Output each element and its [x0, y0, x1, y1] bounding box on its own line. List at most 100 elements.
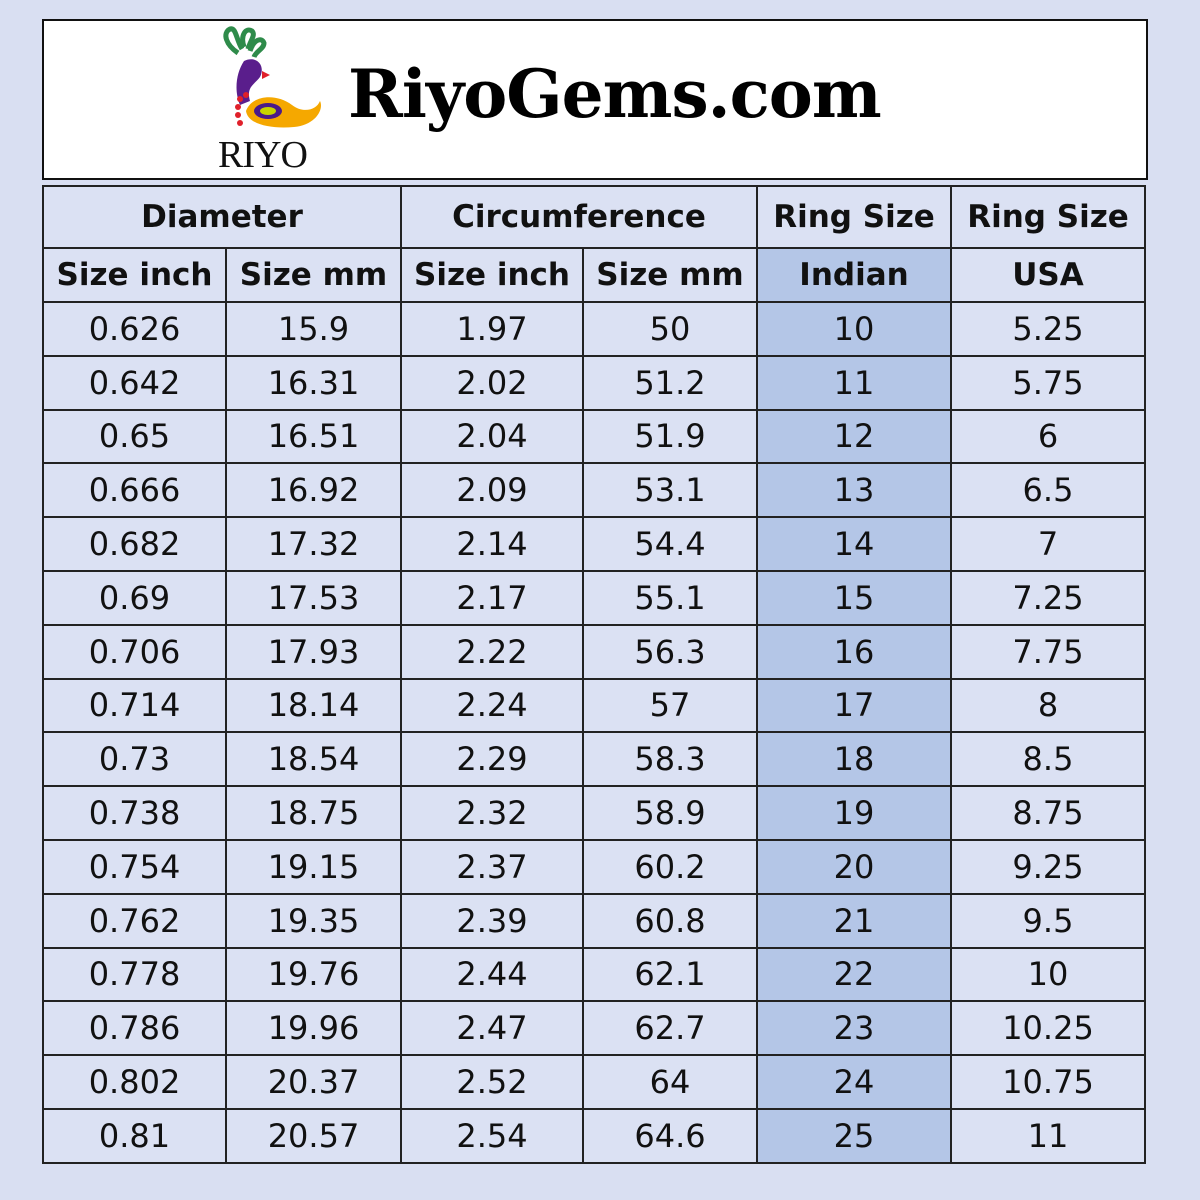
cell-diameter-inch: 0.73	[42, 731, 227, 788]
table-row: 0.762 19.35 2.39 60.8 21 9.5	[42, 892, 1146, 949]
cell-indian-size: 16	[756, 623, 952, 680]
cell-diameter-mm: 17.32	[225, 516, 402, 572]
cell-usa-size: 5.75	[950, 354, 1146, 411]
cell-diameter-mm: 18.54	[225, 731, 402, 788]
cell-diameter-inch: 0.65	[42, 408, 227, 465]
table-row: 0.738 18.75 2.32 58.9 19 8.75	[42, 785, 1146, 841]
cell-diameter-mm: 16.51	[225, 408, 402, 465]
cell-circumference-inch: 2.47	[400, 1000, 584, 1057]
header-ring-size-indian: Ring Size	[756, 185, 952, 249]
cell-diameter-mm: 17.93	[225, 623, 402, 680]
cell-circumference-inch: 2.37	[400, 838, 584, 895]
cell-circumference-inch: 2.29	[400, 731, 584, 788]
table-row: 0.69 17.53 2.17 55.1 15 7.25	[42, 569, 1146, 626]
cell-usa-size: 8.75	[950, 785, 1146, 841]
cell-circumference-inch: 2.14	[400, 516, 584, 572]
ring-size-table: Diameter Circumference Ring Size Ring Si…	[42, 185, 1146, 1164]
cell-diameter-inch: 0.69	[42, 569, 227, 626]
header-ring-size-usa: Ring Size	[950, 185, 1146, 249]
cell-circumference-inch: 1.97	[400, 301, 584, 357]
table-row: 0.666 16.92 2.09 53.1 13 6.5	[42, 462, 1146, 519]
cell-circumference-inch: 2.02	[400, 354, 584, 411]
cell-diameter-mm: 19.76	[225, 946, 402, 1003]
site-title: RiyoGems.com	[348, 55, 882, 133]
table-row: 0.65 16.51 2.04 51.9 12 6	[42, 408, 1146, 465]
cell-usa-size: 5.25	[950, 301, 1146, 357]
subheader-circumference-mm: Size mm	[582, 247, 758, 303]
cell-circumference-inch: 2.32	[400, 785, 584, 841]
cell-diameter-inch: 0.786	[42, 1000, 227, 1057]
cell-diameter-mm: 19.15	[225, 838, 402, 895]
cell-indian-size: 21	[756, 892, 952, 949]
cell-usa-size: 7	[950, 516, 1146, 572]
cell-diameter-mm: 16.31	[225, 354, 402, 411]
cell-indian-size: 20	[756, 838, 952, 895]
table-row: 0.682 17.32 2.14 54.4 14 7	[42, 516, 1146, 572]
cell-usa-size: 7.25	[950, 569, 1146, 626]
cell-diameter-mm: 15.9	[225, 301, 402, 357]
cell-indian-size: 10	[756, 301, 952, 357]
cell-indian-size: 23	[756, 1000, 952, 1057]
table-row: 0.73 18.54 2.29 58.3 18 8.5	[42, 731, 1146, 788]
cell-diameter-inch: 0.642	[42, 354, 227, 411]
cell-usa-size: 7.75	[950, 623, 1146, 680]
cell-indian-size: 13	[756, 462, 952, 519]
cell-diameter-inch: 0.81	[42, 1107, 227, 1164]
cell-circumference-inch: 2.04	[400, 408, 584, 465]
cell-indian-size: 17	[756, 677, 952, 734]
cell-usa-size: 11	[950, 1107, 1146, 1164]
cell-indian-size: 19	[756, 785, 952, 841]
cell-diameter-inch: 0.762	[42, 892, 227, 949]
banner: RIYO RiyoGems.com	[42, 19, 1148, 180]
cell-indian-size: 25	[756, 1107, 952, 1164]
cell-usa-size: 8.5	[950, 731, 1146, 788]
cell-indian-size: 18	[756, 731, 952, 788]
subheader-diameter-mm: Size mm	[225, 247, 402, 303]
cell-circumference-inch: 2.24	[400, 677, 584, 734]
table-row: 0.626 15.9 1.97 50 10 5.25	[42, 301, 1146, 357]
cell-diameter-inch: 0.738	[42, 785, 227, 841]
table-row: 0.802 20.37 2.52 64 24 10.75	[42, 1054, 1146, 1110]
cell-diameter-inch: 0.626	[42, 301, 227, 357]
subheader-indian: Indian	[756, 247, 952, 303]
cell-usa-size: 9.5	[950, 892, 1146, 949]
cell-circumference-mm: 64.6	[582, 1107, 758, 1164]
cell-usa-size: 6	[950, 408, 1146, 465]
cell-circumference-mm: 53.1	[582, 462, 758, 519]
cell-circumference-mm: 60.2	[582, 838, 758, 895]
cell-diameter-inch: 0.754	[42, 838, 227, 895]
cell-usa-size: 9.25	[950, 838, 1146, 895]
cell-diameter-mm: 20.57	[225, 1107, 402, 1164]
table-row: 0.754 19.15 2.37 60.2 20 9.25	[42, 838, 1146, 895]
cell-circumference-inch: 2.17	[400, 569, 584, 626]
table-row: 0.642 16.31 2.02 51.2 11 5.75	[42, 354, 1146, 411]
cell-circumference-inch: 2.39	[400, 892, 584, 949]
cell-usa-size: 10.75	[950, 1054, 1146, 1110]
cell-diameter-mm: 18.14	[225, 677, 402, 734]
cell-circumference-mm: 62.1	[582, 946, 758, 1003]
cell-diameter-inch: 0.778	[42, 946, 227, 1003]
cell-circumference-mm: 57	[582, 677, 758, 734]
subheader-usa: USA	[950, 247, 1146, 303]
cell-circumference-inch: 2.09	[400, 462, 584, 519]
cell-circumference-mm: 58.9	[582, 785, 758, 841]
cell-diameter-mm: 16.92	[225, 462, 402, 519]
cell-circumference-mm: 60.8	[582, 892, 758, 949]
cell-diameter-mm: 17.53	[225, 569, 402, 626]
table-row: 0.81 20.57 2.54 64.6 25 11	[42, 1107, 1146, 1164]
cell-circumference-mm: 56.3	[582, 623, 758, 680]
table-row: 0.786 19.96 2.47 62.7 23 10.25	[42, 1000, 1146, 1057]
cell-indian-size: 12	[756, 408, 952, 465]
cell-diameter-inch: 0.802	[42, 1054, 227, 1110]
cell-diameter-inch: 0.682	[42, 516, 227, 572]
cell-circumference-inch: 2.54	[400, 1107, 584, 1164]
table-row: 0.778 19.76 2.44 62.1 22 10	[42, 946, 1146, 1003]
table-row: 0.714 18.14 2.24 57 17 8	[42, 677, 1146, 734]
cell-circumference-mm: 58.3	[582, 731, 758, 788]
subheader-diameter-inch: Size inch	[42, 247, 227, 303]
group-header-row: Diameter Circumference Ring Size Ring Si…	[42, 185, 1146, 249]
cell-usa-size: 10	[950, 946, 1146, 1003]
logo-wordmark: RIYO	[218, 134, 308, 176]
cell-diameter-mm: 18.75	[225, 785, 402, 841]
header-circumference: Circumference	[400, 185, 758, 249]
